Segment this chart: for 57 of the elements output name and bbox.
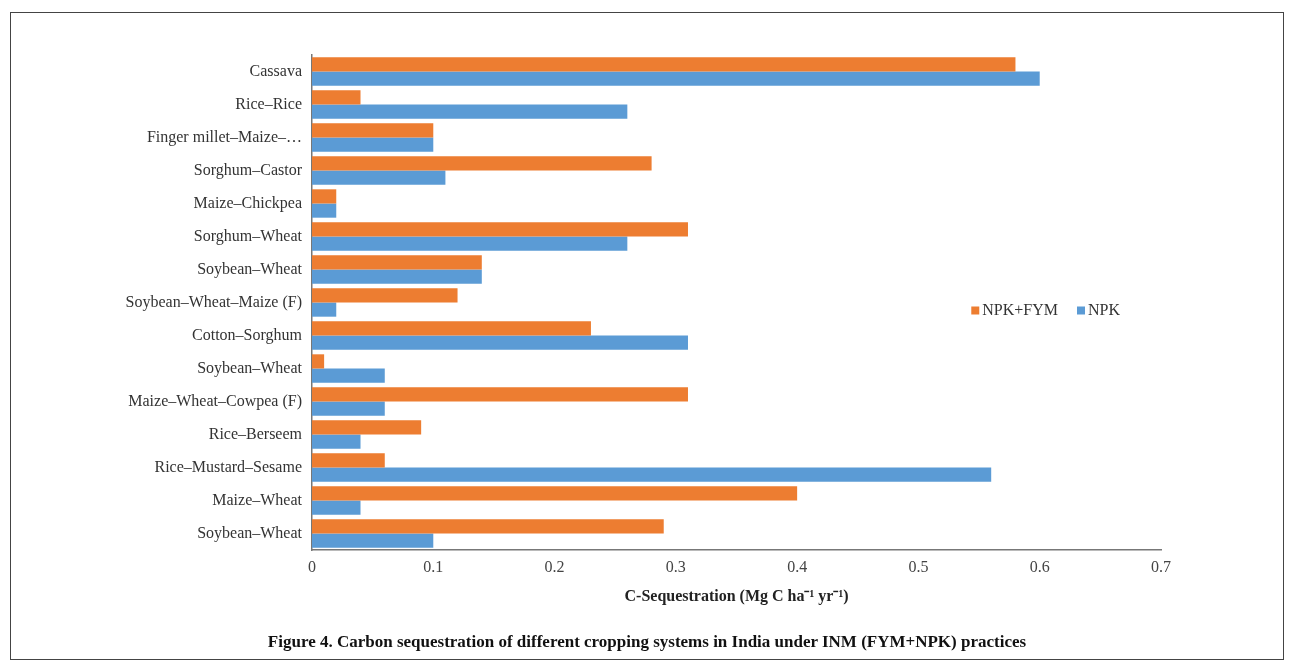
text: Figure 4. Carbon sequestration of different cropping systems in India under INM (FYM+NPK) practices xyxy=(266,632,1028,652)
legend-label: NPK xyxy=(1087,300,1121,318)
y-tick-label: Soybean–Wheat xyxy=(197,259,303,278)
x-tick-label: 0.4 xyxy=(787,557,808,575)
bar xyxy=(312,137,434,152)
bar xyxy=(312,420,422,435)
y-tick-label: Sorghum–Castor xyxy=(193,160,303,179)
bar xyxy=(312,123,434,138)
bar xyxy=(312,71,1040,86)
bar xyxy=(312,453,385,468)
y-tick-label: Maize–Wheat–Cowpea (F) xyxy=(128,391,302,410)
bar xyxy=(312,321,591,336)
bar xyxy=(312,90,361,105)
bar xyxy=(312,302,337,317)
bar xyxy=(312,255,482,270)
bar xyxy=(312,387,688,402)
x-tick-label: 0.3 xyxy=(665,557,686,575)
y-tick-label: Soybean–Wheat–Maize (F) xyxy=(125,292,302,311)
y-tick-label: Rice–Rice xyxy=(235,94,302,112)
bar xyxy=(312,434,361,449)
x-tick-label: 0.5 xyxy=(908,557,929,575)
bar xyxy=(312,288,458,303)
bar xyxy=(312,486,798,501)
bar xyxy=(312,236,628,251)
bar xyxy=(312,156,652,171)
y-tick-label: Soybean–Wheat xyxy=(197,523,303,542)
x-tick-label: 0.1 xyxy=(423,557,444,575)
bar xyxy=(312,57,1016,72)
bar xyxy=(312,269,482,284)
bar xyxy=(312,354,325,369)
bar xyxy=(312,500,361,515)
x-tick-label: 0.2 xyxy=(544,557,565,575)
bar xyxy=(312,104,628,119)
y-tick-label: Sorghum–Wheat xyxy=(193,226,303,245)
bar xyxy=(312,368,385,383)
bar xyxy=(312,335,688,350)
y-tick-label: Finger millet–Maize–… xyxy=(146,127,302,146)
bar xyxy=(312,519,664,534)
bar xyxy=(312,401,385,416)
legend-label: NPK+FYM xyxy=(982,300,1058,318)
bar xyxy=(312,189,337,204)
y-tick-label: Maize–Wheat xyxy=(212,490,303,508)
bar xyxy=(312,467,992,482)
x-tick-label: 0 xyxy=(308,557,316,575)
y-tick-label: Cotton–Sorghum xyxy=(192,325,303,344)
y-tick-label: Soybean–Wheat xyxy=(197,358,303,377)
x-tick-label: 0.7 xyxy=(1151,557,1171,575)
bar xyxy=(312,170,446,185)
bar xyxy=(312,222,688,237)
x-axis-title: C-Sequestration (Mg C ha⁻¹ yr⁻¹) xyxy=(624,586,849,605)
y-tick-label: Rice–Berseem xyxy=(208,424,303,442)
y-tick-label: Cassava xyxy=(249,61,302,79)
x-tick-label: 0.6 xyxy=(1029,557,1050,575)
bar xyxy=(312,533,434,548)
bar xyxy=(312,203,337,218)
y-tick-label: Rice–Mustard–Sesame xyxy=(154,457,302,475)
y-tick-label: Maize–Chickpea xyxy=(193,193,302,212)
